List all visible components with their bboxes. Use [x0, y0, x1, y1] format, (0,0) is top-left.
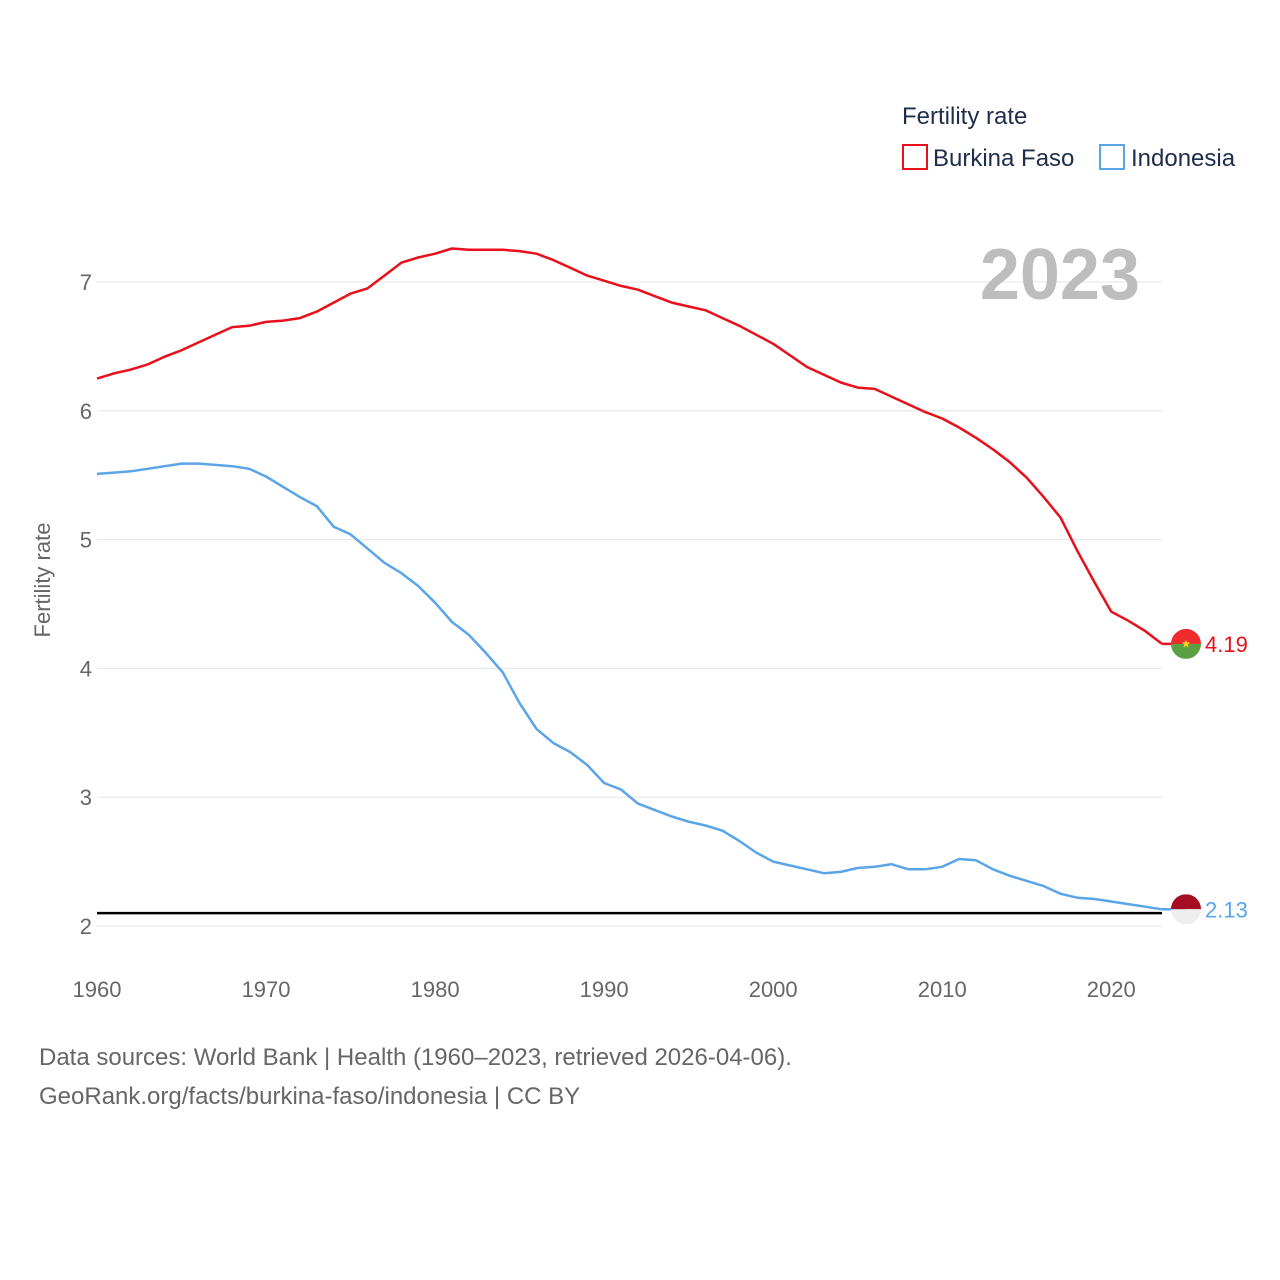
legend-swatch-burkina-faso	[902, 144, 928, 170]
data-source-line: Data sources: World Bank | Health (1960–…	[39, 1044, 792, 1071]
x-tick-label: 2000	[749, 977, 798, 1002]
x-tick-label: 1990	[580, 977, 629, 1002]
x-tick-label: 1960	[73, 977, 122, 1002]
y-tick-label: 6	[80, 399, 92, 424]
end-value-label-burkina-faso: 4.19	[1205, 632, 1248, 657]
legend-title: Fertility rate	[902, 103, 1027, 130]
x-axis-ticks: 1960 1970 1980 1990 2000 2010 2020	[73, 977, 1136, 1002]
series-line-indonesia[interactable]	[96, 462, 1163, 911]
source-url-line[interactable]: GeoRank.org/facts/burkina-faso/indonesia…	[39, 1083, 581, 1110]
y-axis-ticks: 2 3 4 5 6 7	[80, 270, 92, 939]
x-tick-label: 1980	[411, 977, 460, 1002]
x-tick-label: 2020	[1087, 977, 1136, 1002]
gridlines	[97, 281, 1162, 927]
x-tick-label: 1970	[242, 977, 291, 1002]
legend-label-burkina-faso: Burkina Faso	[933, 145, 1074, 172]
end-markers: 4.19 2.13	[1162, 628, 1248, 925]
series-line-burkina-faso[interactable]	[96, 247, 1163, 645]
y-tick-label: 5	[80, 528, 92, 553]
x-tick-label: 2010	[918, 977, 967, 1002]
y-tick-label: 3	[80, 785, 92, 810]
legend-item-burkina-faso[interactable]: Burkina Faso	[902, 144, 1074, 172]
y-tick-label: 4	[80, 656, 92, 681]
legend: Fertility rate Burkina Faso Indonesia	[902, 103, 1236, 172]
current-year-label: 2023	[980, 235, 1140, 315]
legend-label-indonesia: Indonesia	[1131, 145, 1236, 172]
y-tick-label: 7	[80, 270, 92, 295]
end-value-label-indonesia: 2.13	[1205, 897, 1248, 922]
flag-icon-indonesia	[1171, 894, 1201, 925]
legend-item-indonesia[interactable]: Indonesia	[1099, 144, 1236, 172]
y-axis-title: Fertility rate	[30, 523, 55, 638]
y-tick-label: 2	[80, 914, 92, 939]
legend-swatch-indonesia	[1099, 144, 1125, 170]
series-lines	[96, 247, 1163, 911]
flag-icon-burkina-faso	[1171, 628, 1201, 659]
